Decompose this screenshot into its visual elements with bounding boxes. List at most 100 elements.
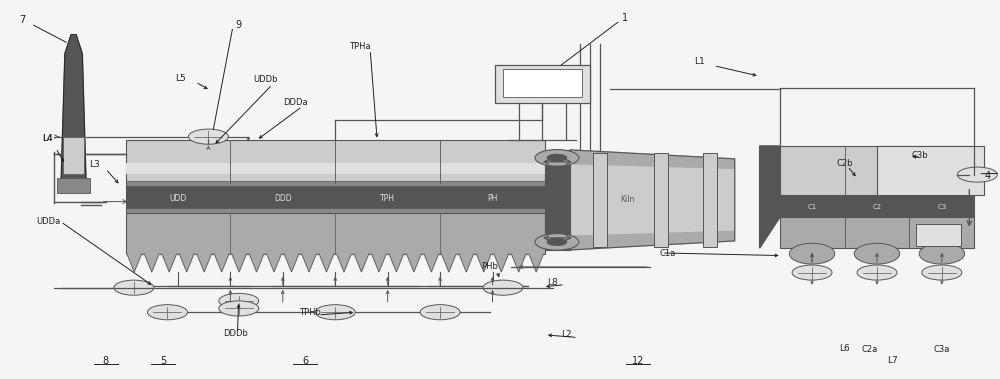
Polygon shape bbox=[760, 146, 780, 248]
Bar bbox=[126, 163, 545, 174]
Bar bbox=[780, 195, 974, 218]
Text: 9: 9 bbox=[235, 20, 241, 30]
Polygon shape bbox=[511, 254, 526, 272]
Polygon shape bbox=[389, 254, 404, 272]
Bar bbox=[126, 181, 545, 186]
Polygon shape bbox=[476, 254, 491, 272]
Polygon shape bbox=[61, 35, 86, 182]
Circle shape bbox=[547, 238, 567, 246]
Bar bbox=[126, 183, 545, 211]
Polygon shape bbox=[179, 254, 194, 272]
Polygon shape bbox=[570, 165, 735, 235]
Text: C2: C2 bbox=[872, 204, 882, 210]
Polygon shape bbox=[214, 254, 229, 272]
Text: C2b: C2b bbox=[836, 159, 853, 168]
Bar bbox=[703, 153, 717, 247]
Circle shape bbox=[420, 305, 460, 320]
Text: L3: L3 bbox=[89, 160, 100, 169]
Circle shape bbox=[535, 150, 579, 166]
Polygon shape bbox=[249, 254, 264, 272]
Polygon shape bbox=[354, 254, 369, 272]
Text: L4: L4 bbox=[42, 134, 53, 143]
Text: C3: C3 bbox=[937, 204, 947, 210]
Text: 6: 6 bbox=[302, 356, 308, 366]
Polygon shape bbox=[302, 254, 316, 272]
Text: 4: 4 bbox=[984, 171, 990, 181]
Text: 5: 5 bbox=[160, 356, 167, 366]
Text: L8: L8 bbox=[548, 277, 558, 287]
Bar bbox=[126, 208, 545, 213]
Text: L2: L2 bbox=[562, 330, 572, 339]
Polygon shape bbox=[424, 254, 439, 272]
Bar bbox=[495, 65, 590, 103]
Text: Kiln: Kiln bbox=[620, 196, 635, 204]
Bar bbox=[593, 153, 607, 247]
Circle shape bbox=[147, 305, 187, 320]
Text: L1: L1 bbox=[694, 57, 705, 66]
Circle shape bbox=[922, 265, 962, 280]
Circle shape bbox=[547, 154, 567, 161]
Polygon shape bbox=[372, 254, 386, 272]
Ellipse shape bbox=[919, 243, 965, 264]
Bar bbox=[654, 153, 668, 247]
Circle shape bbox=[792, 265, 832, 280]
Text: DDDa: DDDa bbox=[283, 98, 308, 107]
Text: C3b: C3b bbox=[911, 151, 928, 160]
Bar bbox=[503, 69, 582, 97]
Polygon shape bbox=[232, 254, 246, 272]
Text: C3a: C3a bbox=[933, 346, 950, 354]
Polygon shape bbox=[319, 254, 334, 272]
Bar bbox=[780, 146, 974, 197]
Polygon shape bbox=[529, 254, 544, 272]
Circle shape bbox=[219, 301, 259, 316]
Polygon shape bbox=[127, 254, 142, 272]
Text: TPHb: TPHb bbox=[299, 308, 321, 317]
Circle shape bbox=[535, 233, 579, 250]
Text: L4: L4 bbox=[42, 134, 53, 143]
Text: TPH: TPH bbox=[380, 194, 395, 203]
Bar bbox=[126, 140, 545, 183]
Polygon shape bbox=[337, 254, 351, 272]
Polygon shape bbox=[284, 254, 299, 272]
Circle shape bbox=[957, 167, 997, 182]
Text: PH: PH bbox=[487, 194, 498, 203]
Text: UDDb: UDDb bbox=[253, 75, 278, 85]
Text: DDD: DDD bbox=[274, 194, 292, 203]
Bar bbox=[780, 218, 974, 248]
Text: L6: L6 bbox=[839, 345, 850, 353]
Bar bbox=[57, 178, 90, 193]
Polygon shape bbox=[162, 254, 177, 272]
Polygon shape bbox=[494, 254, 509, 272]
Text: UDDa: UDDa bbox=[36, 217, 61, 226]
Circle shape bbox=[315, 305, 355, 320]
Text: 8: 8 bbox=[102, 356, 109, 366]
Bar bbox=[916, 224, 961, 246]
Text: C2a: C2a bbox=[861, 346, 878, 354]
Text: L5: L5 bbox=[175, 74, 186, 83]
Polygon shape bbox=[570, 150, 735, 250]
Polygon shape bbox=[197, 254, 212, 272]
Polygon shape bbox=[407, 254, 421, 272]
Bar bbox=[877, 146, 984, 195]
Text: DDDb: DDDb bbox=[223, 329, 248, 338]
Text: 7: 7 bbox=[20, 14, 26, 25]
Ellipse shape bbox=[789, 243, 835, 264]
Bar bbox=[63, 137, 84, 174]
Text: PHb: PHb bbox=[482, 262, 498, 271]
Circle shape bbox=[114, 280, 154, 295]
Circle shape bbox=[857, 265, 897, 280]
Circle shape bbox=[219, 293, 259, 309]
Ellipse shape bbox=[854, 243, 900, 264]
Text: C1a: C1a bbox=[660, 249, 676, 258]
Text: TPHa: TPHa bbox=[349, 42, 371, 50]
Circle shape bbox=[188, 129, 228, 144]
Text: C1: C1 bbox=[807, 204, 817, 210]
Text: 1: 1 bbox=[622, 13, 628, 23]
Text: 12: 12 bbox=[632, 356, 644, 366]
Text: UDD: UDD bbox=[169, 194, 187, 203]
Polygon shape bbox=[459, 254, 474, 272]
Circle shape bbox=[483, 280, 523, 295]
Bar bbox=[126, 213, 545, 254]
Polygon shape bbox=[267, 254, 281, 272]
Text: L7: L7 bbox=[887, 356, 898, 365]
